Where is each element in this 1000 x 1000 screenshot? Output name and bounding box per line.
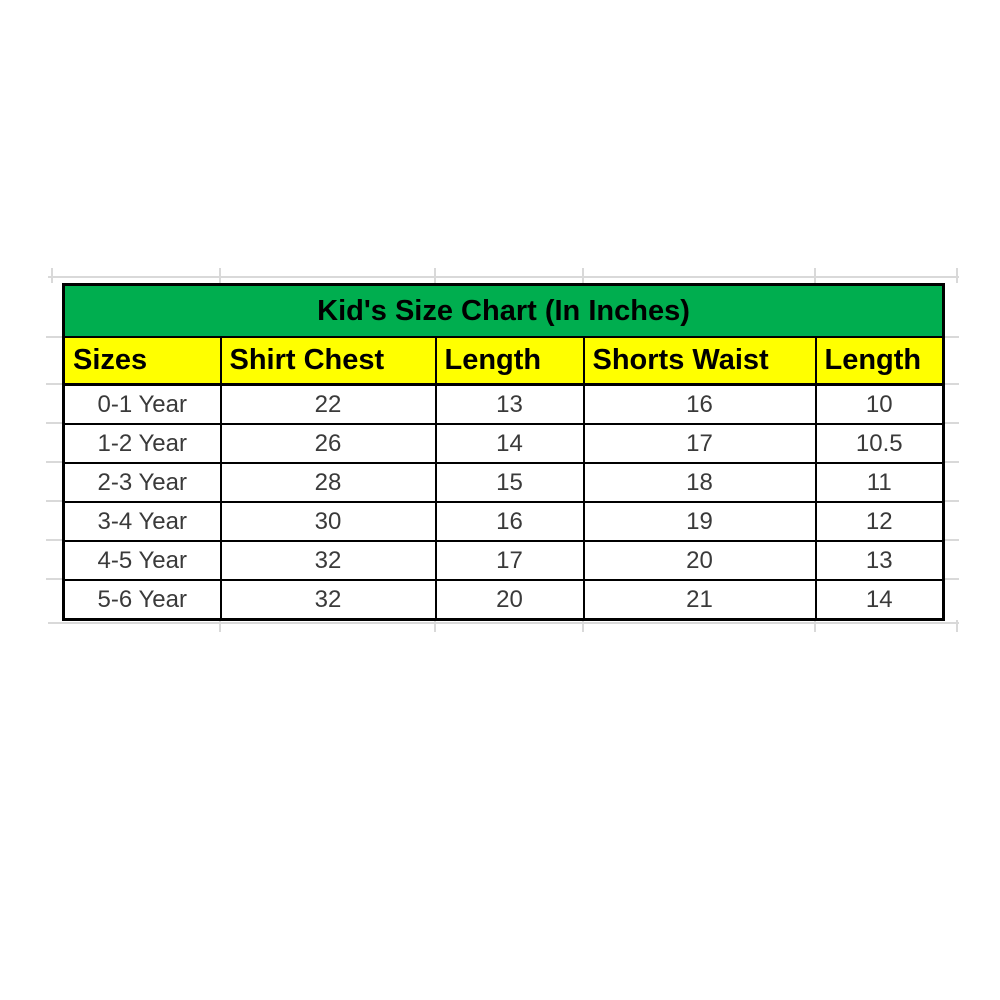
measurement-cell: 16 [434, 501, 585, 542]
sheet-gridline [434, 268, 436, 283]
sheet-gridline [46, 336, 62, 338]
table-row: 4-5 Year 32 17 20 13 [62, 540, 945, 581]
size-label-cell: 4-5 Year [62, 540, 222, 581]
sheet-gridline [48, 276, 959, 278]
sheet-gridline [944, 336, 959, 338]
table-row: 5-6 Year 32 20 21 14 [62, 579, 945, 621]
measurement-cell: 10 [814, 383, 945, 425]
sheet-gridline [944, 461, 959, 463]
measurement-cell: 18 [582, 462, 817, 503]
size-label-cell: 3-4 Year [62, 501, 222, 542]
sheet-gridline [219, 620, 221, 632]
measurement-cell: 11 [814, 462, 945, 503]
measurement-cell: 15 [434, 462, 585, 503]
sheet-gridline [944, 383, 959, 385]
sheet-gridline [48, 622, 959, 624]
size-label-cell: 1-2 Year [62, 423, 222, 464]
measurement-cell: 32 [219, 579, 437, 621]
measurement-cell: 22 [219, 383, 437, 425]
sheet-gridline [46, 461, 62, 463]
measurement-cell: 14 [434, 423, 585, 464]
sheet-gridline [956, 268, 958, 283]
measurement-cell: 19 [582, 501, 817, 542]
measurement-cell: 21 [582, 579, 817, 621]
table-title: Kid's Size Chart (In Inches) [62, 283, 945, 338]
sheet-gridline [46, 383, 62, 385]
size-label-cell: 0-1 Year [62, 383, 222, 425]
measurement-cell: 12 [814, 501, 945, 542]
sheet-gridline [51, 268, 53, 283]
table-row: 1-2 Year 26 14 17 10.5 [62, 423, 945, 464]
column-header-shorts-length: Length [814, 336, 945, 386]
sheet-gridline [944, 578, 959, 580]
sheet-gridline [582, 268, 584, 283]
sheet-gridline [219, 268, 221, 283]
sheet-gridline [944, 500, 959, 502]
sheet-gridline [46, 500, 62, 502]
sheet-gridline [46, 578, 62, 580]
measurement-cell: 32 [219, 540, 437, 581]
sheet-gridline [582, 620, 584, 632]
sheet-gridline [46, 422, 62, 424]
sheet-gridline [46, 539, 62, 541]
size-chart-table: Kid's Size Chart (In Inches) Sizes Shirt… [62, 283, 946, 621]
size-label-cell: 2-3 Year [62, 462, 222, 503]
measurement-cell: 13 [434, 383, 585, 425]
table-row: 3-4 Year 30 16 19 12 [62, 501, 945, 542]
column-header-shirt-chest: Shirt Chest [219, 336, 437, 386]
measurement-cell: 20 [434, 579, 585, 621]
measurement-cell: 13 [814, 540, 945, 581]
table-row: 2-3 Year 28 15 18 11 [62, 462, 945, 503]
measurement-cell: 28 [219, 462, 437, 503]
column-header-shorts-waist: Shorts Waist [582, 336, 817, 386]
measurement-cell: 17 [582, 423, 817, 464]
measurement-cell: 14 [814, 579, 945, 621]
sheet-gridline [944, 539, 959, 541]
measurement-cell: 10.5 [814, 423, 945, 464]
measurement-cell: 17 [434, 540, 585, 581]
sheet-gridline [814, 268, 816, 283]
sheet-gridline [814, 620, 816, 632]
header-row: Sizes Shirt Chest Length Shorts Waist Le… [62, 336, 945, 386]
measurement-cell: 26 [219, 423, 437, 464]
sheet-gridline [956, 620, 958, 632]
size-label-cell: 5-6 Year [62, 579, 222, 621]
sheet-gridline [434, 620, 436, 632]
column-header-shirt-length: Length [434, 336, 585, 386]
column-header-sizes: Sizes [62, 336, 222, 386]
title-row: Kid's Size Chart (In Inches) [62, 283, 945, 338]
measurement-cell: 16 [582, 383, 817, 425]
table-body: 0-1 Year 22 13 16 10 1-2 Year 26 14 17 10.5 2-3 Ye… [62, 383, 945, 621]
measurement-cell: 20 [582, 540, 817, 581]
table-row: 0-1 Year 22 13 16 10 [62, 383, 945, 425]
measurement-cell: 30 [219, 501, 437, 542]
sheet-gridline [944, 422, 959, 424]
